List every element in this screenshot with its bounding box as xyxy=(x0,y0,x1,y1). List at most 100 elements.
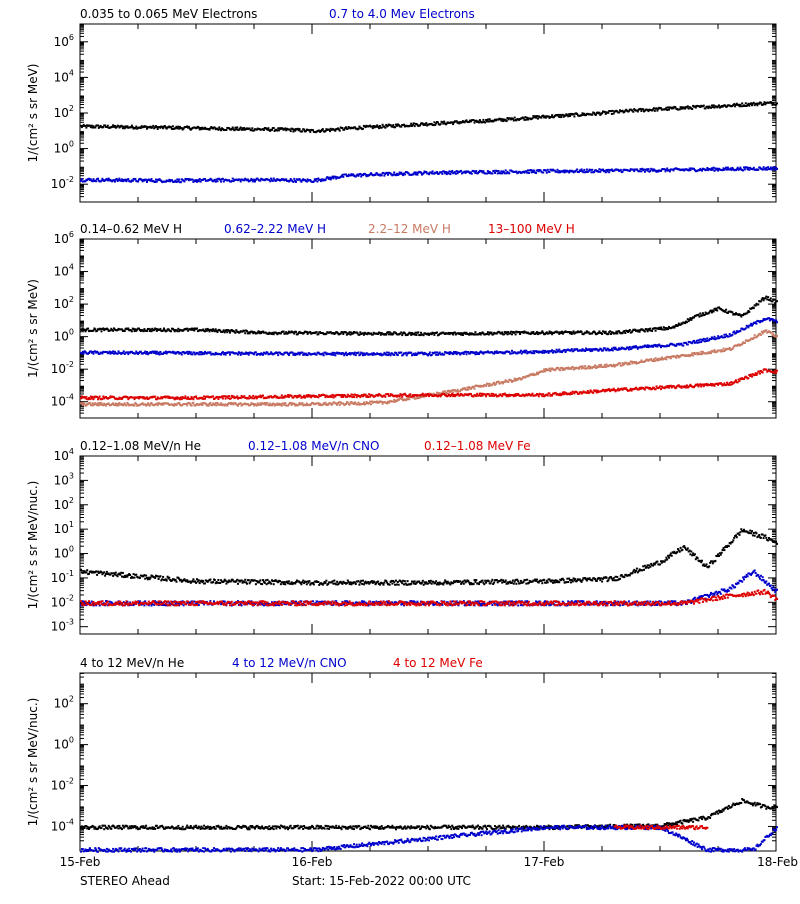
data-point xyxy=(240,181,242,183)
data-point xyxy=(602,349,604,351)
data-point xyxy=(578,171,580,173)
data-point xyxy=(606,364,608,366)
data-point xyxy=(220,402,222,404)
data-point xyxy=(493,382,495,384)
data-point xyxy=(615,331,617,333)
data-point xyxy=(757,169,759,171)
data-point xyxy=(506,331,508,333)
data-point xyxy=(604,364,606,366)
data-point xyxy=(264,402,266,404)
data-point xyxy=(629,346,631,348)
y-tick-label: 100 xyxy=(54,328,74,344)
data-point xyxy=(773,299,775,301)
data-point xyxy=(762,169,764,171)
data-point xyxy=(389,395,391,397)
data-point xyxy=(616,333,618,335)
data-point xyxy=(397,354,399,356)
data-point xyxy=(655,388,657,390)
data-point xyxy=(743,166,745,168)
data-point xyxy=(176,181,178,183)
data-point xyxy=(542,393,544,395)
data-point xyxy=(201,404,203,406)
data-point xyxy=(449,170,451,172)
data-point xyxy=(345,352,347,354)
data-point xyxy=(256,405,258,407)
plot-frame xyxy=(80,24,776,202)
data-point xyxy=(301,402,303,404)
data-point xyxy=(772,333,774,335)
data-point xyxy=(765,329,767,331)
data-point xyxy=(149,405,151,407)
data-point xyxy=(451,389,453,391)
data-point xyxy=(188,126,190,128)
data-point xyxy=(96,404,98,406)
data-point xyxy=(762,297,764,299)
data-point xyxy=(126,351,128,353)
data-point xyxy=(243,330,245,332)
data-point xyxy=(349,404,351,406)
data-point xyxy=(350,334,352,336)
data-point xyxy=(99,396,101,398)
data-point xyxy=(475,170,477,172)
data-point xyxy=(701,314,703,316)
data-point xyxy=(204,330,206,332)
data-point xyxy=(250,404,252,406)
data-point xyxy=(486,333,488,335)
data-point xyxy=(126,404,128,406)
data-point xyxy=(255,396,257,398)
data-point xyxy=(127,328,129,330)
data-point xyxy=(108,402,110,404)
data-point xyxy=(495,394,497,396)
data-point xyxy=(549,171,551,173)
data-point xyxy=(127,178,129,180)
data-point xyxy=(622,362,624,364)
data-point xyxy=(342,333,344,335)
data-point xyxy=(604,111,606,113)
data-point xyxy=(690,354,692,356)
data-point xyxy=(541,395,543,397)
data-point xyxy=(404,173,406,175)
data-point xyxy=(387,393,389,395)
data-point xyxy=(408,398,410,400)
data-point xyxy=(301,130,303,132)
data-point xyxy=(204,178,206,180)
data-point xyxy=(101,330,103,332)
data-point xyxy=(591,114,593,116)
data-point xyxy=(130,126,132,128)
data-point xyxy=(590,350,592,352)
data-point xyxy=(263,129,265,131)
data-point xyxy=(384,396,386,398)
data-point xyxy=(127,353,129,355)
data-point xyxy=(599,366,601,368)
data-point xyxy=(436,332,438,334)
data-point xyxy=(209,402,211,404)
data-point xyxy=(96,396,98,398)
data-point xyxy=(687,344,689,346)
data-point xyxy=(370,403,372,405)
data-point xyxy=(745,102,747,104)
data-point xyxy=(654,110,656,112)
data-point xyxy=(427,393,429,395)
data-point xyxy=(747,326,749,328)
data-point xyxy=(488,334,490,336)
data-point xyxy=(612,349,614,351)
data-point xyxy=(665,358,667,360)
data-point xyxy=(591,169,593,171)
data-point xyxy=(320,180,322,182)
data-point xyxy=(776,300,778,302)
data-point xyxy=(251,127,253,129)
data-point xyxy=(362,354,364,356)
data-point xyxy=(253,179,255,181)
data-point xyxy=(474,353,476,355)
data-point xyxy=(400,331,402,333)
data-point xyxy=(124,402,126,404)
data-point xyxy=(232,178,234,180)
data-point xyxy=(701,353,703,355)
data-point xyxy=(555,351,557,353)
data-point xyxy=(184,180,186,182)
data-point xyxy=(292,131,294,133)
data-point xyxy=(449,353,451,355)
data-point xyxy=(300,395,302,397)
data-point xyxy=(722,350,724,352)
